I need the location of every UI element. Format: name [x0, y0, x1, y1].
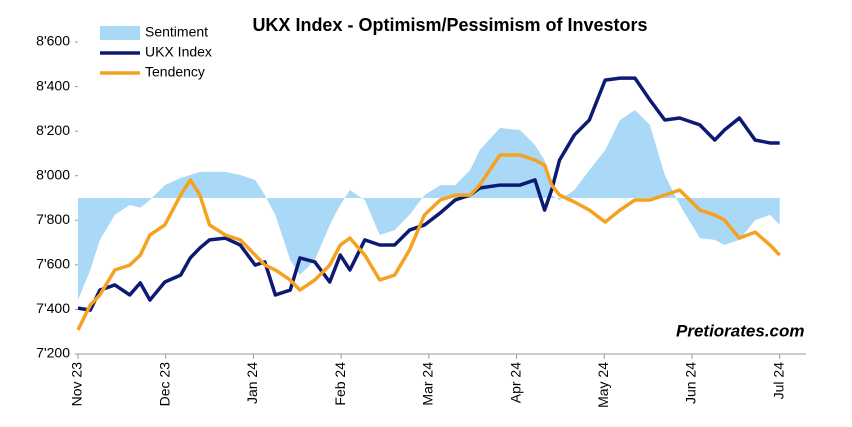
y-tick-label: 7'200 — [36, 345, 70, 361]
y-tick-label: 7'600 — [36, 256, 70, 272]
watermark: Pretiorates.com — [676, 321, 805, 340]
x-tick-label: Mar 24 — [420, 362, 436, 406]
series-line — [76, 153, 781, 331]
x-tick-label: Dec 23 — [156, 362, 172, 407]
legend-label: Sentiment — [145, 24, 208, 40]
x-tick-label: Jun 24 — [683, 362, 699, 404]
x-tick-label: Feb 24 — [332, 362, 348, 406]
legend-label: UKX Index — [145, 44, 212, 60]
y-tick-label: 8'000 — [36, 166, 70, 182]
legend-label: Tendency — [145, 64, 205, 80]
x-tick-label: Apr 24 — [507, 362, 523, 403]
x-tick-label: Nov 23 — [69, 362, 85, 407]
sentiment-area — [78, 109, 780, 301]
x-tick-label: May 24 — [595, 362, 611, 408]
x-tick-label: Jul 24 — [770, 362, 786, 400]
y-tick-label: 7'800 — [36, 211, 70, 227]
series-line — [77, 76, 780, 312]
chart-title: UKX Index - Optimism/Pessimism of Invest… — [252, 15, 647, 35]
x-tick-label: Jan 24 — [244, 362, 260, 404]
y-tick-label: 8'400 — [36, 77, 70, 93]
y-tick-label: 7'400 — [36, 300, 70, 316]
legend-swatch — [100, 26, 140, 40]
y-tick-label: 8'600 — [36, 33, 70, 49]
y-tick-label: 8'200 — [36, 122, 70, 138]
